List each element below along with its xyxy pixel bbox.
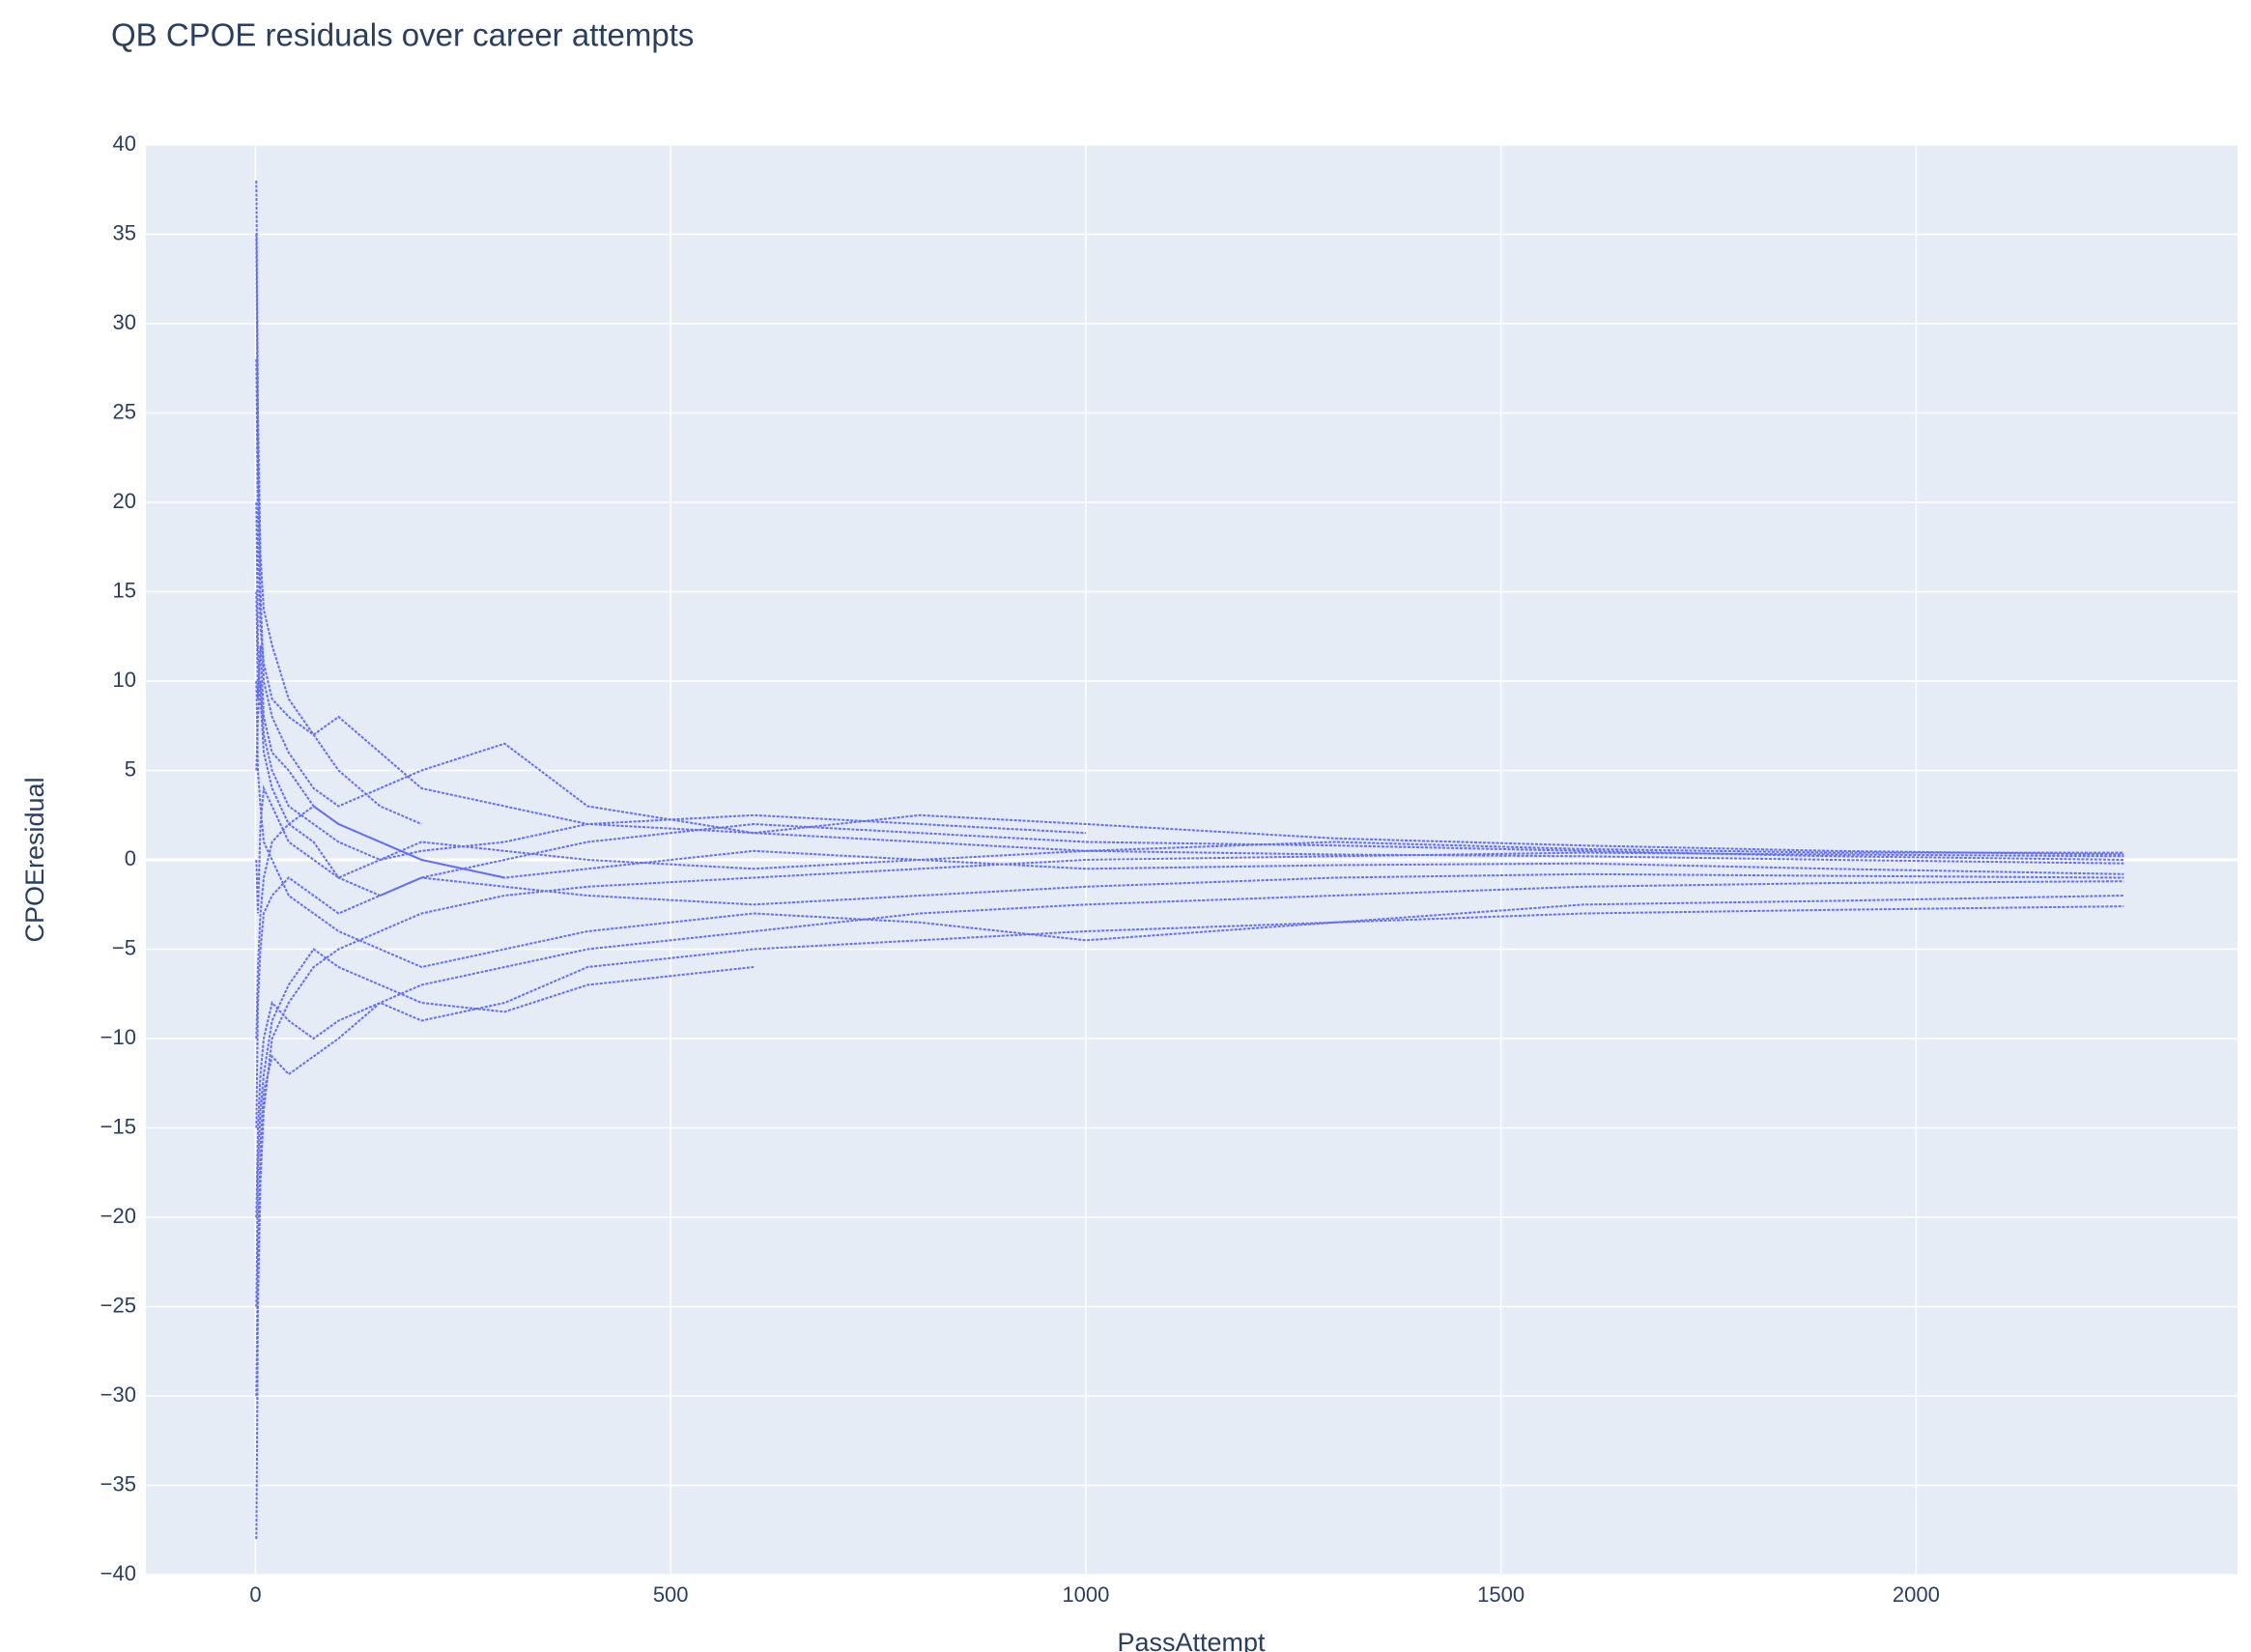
y-tick-label: −15 bbox=[100, 1114, 136, 1138]
series-trace bbox=[255, 358, 2124, 854]
y-tick-label: 25 bbox=[113, 399, 136, 423]
series-trace bbox=[255, 591, 505, 879]
y-tick-label: −5 bbox=[112, 935, 136, 959]
y-tick-label: −20 bbox=[100, 1204, 136, 1228]
y-tick-label: 35 bbox=[113, 220, 136, 244]
y-tick-label: 30 bbox=[113, 310, 136, 334]
series-trace bbox=[255, 905, 2124, 1218]
x-tick-label: 0 bbox=[249, 1582, 261, 1607]
y-tick-label: −25 bbox=[100, 1293, 136, 1317]
y-tick-label: 20 bbox=[113, 489, 136, 513]
x-tick-label: 1500 bbox=[1477, 1582, 1524, 1607]
x-tick-label: 500 bbox=[653, 1582, 689, 1607]
y-axis-title: CPOEresidual bbox=[20, 777, 49, 942]
series-trace bbox=[255, 501, 2124, 897]
y-tick-label: −35 bbox=[100, 1471, 136, 1495]
y-tick-label: 15 bbox=[113, 578, 136, 602]
series-trace bbox=[255, 784, 2124, 914]
y-tick-label: 10 bbox=[113, 668, 136, 692]
series-trace bbox=[255, 680, 2124, 969]
y-tick-label: 0 bbox=[125, 846, 136, 870]
x-tick-label: 2000 bbox=[1893, 1582, 1940, 1607]
y-tick-label: −10 bbox=[100, 1025, 136, 1049]
y-tick-label: −40 bbox=[100, 1561, 136, 1585]
chart-title: QB CPOE residuals over career attempts bbox=[111, 17, 694, 53]
series-trace bbox=[255, 234, 2124, 856]
series-trace bbox=[255, 680, 1086, 862]
y-tick-label: −30 bbox=[100, 1382, 136, 1407]
y-tick-label: 40 bbox=[113, 131, 136, 156]
series-trace bbox=[255, 180, 422, 825]
series-trace bbox=[255, 948, 755, 1307]
series-trace bbox=[255, 880, 2124, 1397]
x-axis-title: PassAttempt bbox=[1117, 1628, 1266, 1652]
series-trace bbox=[255, 872, 2124, 1128]
y-tick-label: 5 bbox=[125, 756, 136, 781]
series-trace bbox=[255, 851, 2124, 1540]
x-tick-label: 1000 bbox=[1062, 1582, 1109, 1607]
